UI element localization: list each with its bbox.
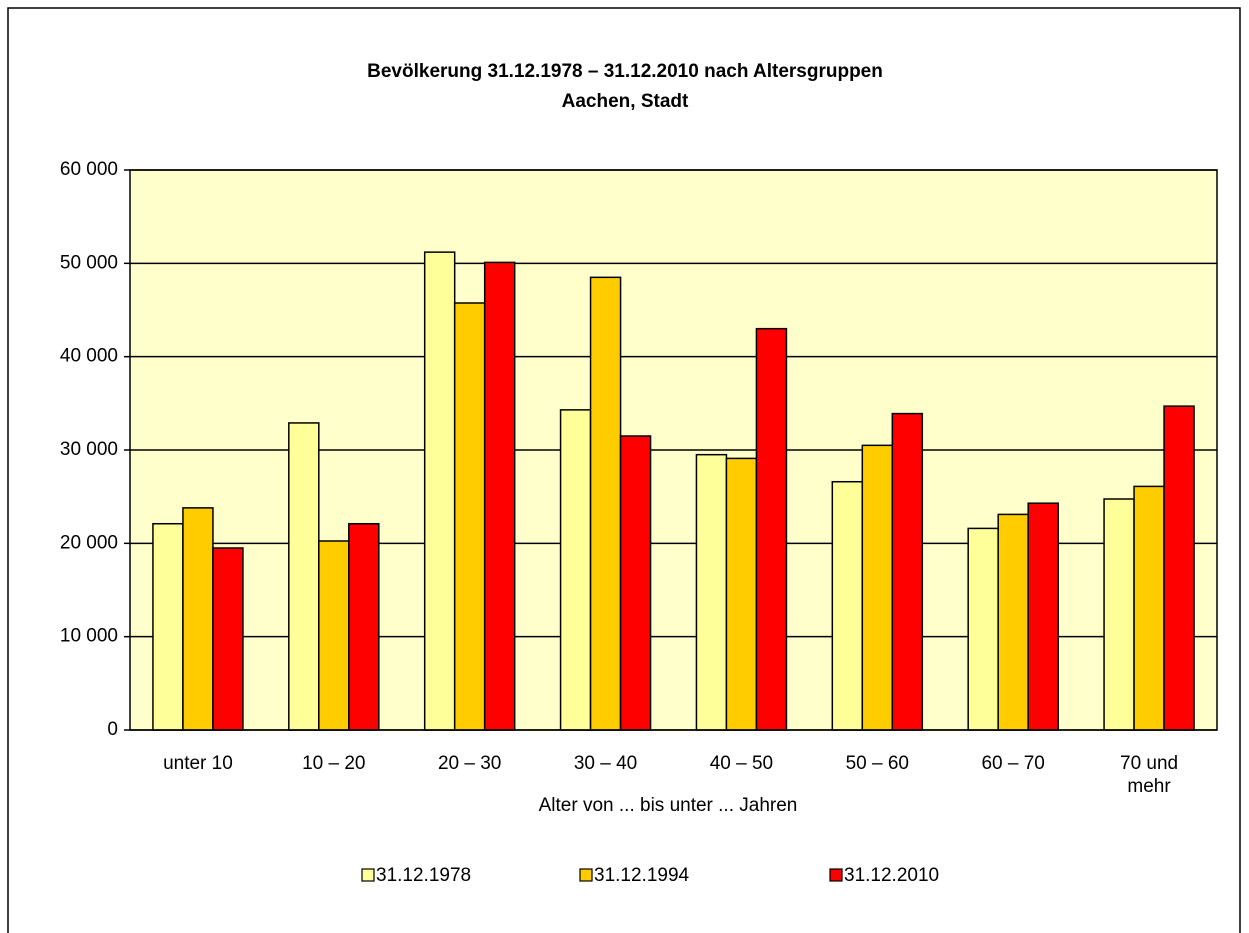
y-tick-label: 0 xyxy=(107,719,118,740)
x-tick-label: 10 – 20 xyxy=(302,753,366,774)
bar xyxy=(1133,485,1165,731)
bar xyxy=(891,412,924,731)
x-tick-label: 40 – 50 xyxy=(709,753,774,774)
legend-swatch xyxy=(579,868,593,882)
bar xyxy=(831,480,864,731)
bar xyxy=(453,302,486,731)
bar xyxy=(725,457,758,731)
bar xyxy=(318,540,350,731)
legend-label: 31.12.1994 xyxy=(594,865,690,886)
bar xyxy=(589,276,622,731)
bar xyxy=(1103,498,1135,731)
bar xyxy=(755,327,788,731)
bar xyxy=(152,522,184,731)
x-tick-label: unter 10 xyxy=(163,753,233,774)
y-tick-label: 50 000 xyxy=(60,252,118,273)
bar xyxy=(182,507,214,731)
y-tick-label: 30 000 xyxy=(60,439,118,460)
bar xyxy=(559,409,592,731)
bar xyxy=(967,527,999,731)
y-tick-label: 40 000 xyxy=(60,346,118,367)
x-tick-label: 50 – 60 xyxy=(845,753,910,774)
bar xyxy=(997,513,1029,731)
x-axis-label: Alter von ... bis unter ... Jahren xyxy=(539,795,798,816)
bar xyxy=(861,444,894,731)
y-tick-label: 20 000 xyxy=(60,532,118,553)
legend-label: 31.12.1978 xyxy=(376,865,471,886)
x-tick-label: 30 – 40 xyxy=(573,753,638,774)
legend-label: 31.12.2010 xyxy=(844,865,939,886)
x-tick-label: 70 und mehr xyxy=(1120,753,1179,797)
legend-swatch xyxy=(361,868,375,882)
bar xyxy=(619,435,652,731)
bar xyxy=(348,522,380,731)
bar xyxy=(695,453,728,731)
bar xyxy=(483,261,516,731)
bar xyxy=(212,547,244,731)
x-tick-label: 60 – 70 xyxy=(981,753,1045,774)
chart-title: Bevölkerung 31.12.1978 – 31.12.2010 nach… xyxy=(367,61,883,82)
x-tick-label: 20 – 30 xyxy=(437,753,502,774)
bar xyxy=(1027,502,1059,731)
bar xyxy=(1163,405,1195,731)
bar xyxy=(288,422,320,731)
bar xyxy=(423,251,456,731)
y-tick-label: 60 000 xyxy=(60,159,118,180)
y-tick-label: 10 000 xyxy=(60,626,118,647)
legend-swatch xyxy=(829,868,843,882)
chart-subtitle: Aachen, Stadt xyxy=(562,91,689,112)
plot-border xyxy=(129,169,1218,731)
